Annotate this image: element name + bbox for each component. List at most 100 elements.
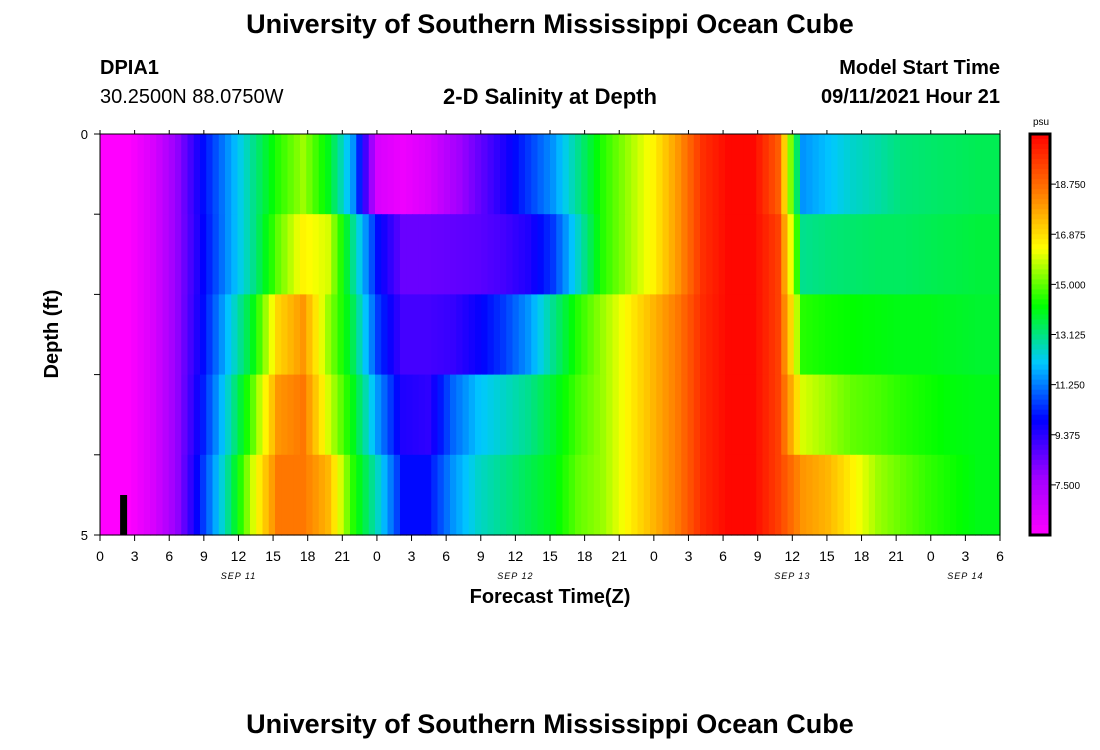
heatmap-cell <box>400 294 407 376</box>
heatmap-cell <box>962 294 970 376</box>
heatmap-cell <box>100 294 107 376</box>
heatmap-cell <box>593 454 601 536</box>
heatmap-cell <box>243 134 251 215</box>
colorbar-cell <box>1030 524 1050 531</box>
heatmap-cell <box>431 374 439 456</box>
heatmap-cell <box>812 374 820 456</box>
heatmap-cell <box>987 134 995 215</box>
heatmap-cell <box>218 214 226 295</box>
heatmap-cell <box>668 454 676 536</box>
heatmap-cell <box>650 454 657 536</box>
heatmap-cell <box>112 454 120 536</box>
colorbar-cell <box>1030 474 1050 481</box>
x-tick-label: 15 <box>542 548 558 564</box>
colorbar-cell <box>1030 409 1050 416</box>
heatmap-cell <box>543 294 551 376</box>
colorbar-cell <box>1030 329 1050 336</box>
heatmap-cell <box>856 294 864 376</box>
heatmap-cell <box>368 374 376 456</box>
heatmap-cell <box>293 294 301 376</box>
heatmap-cell <box>912 454 920 536</box>
heatmap-cell <box>137 374 145 456</box>
heatmap-cell <box>187 214 195 295</box>
heatmap-cell <box>643 454 651 536</box>
model-start-label: Model Start Time <box>839 57 1000 79</box>
heatmap-cell <box>131 134 139 215</box>
heatmap-cell <box>831 134 839 215</box>
heatmap-cell <box>650 374 657 456</box>
heatmap-cell <box>556 374 564 456</box>
heatmap-cell <box>537 374 545 456</box>
colorbar-cell <box>1030 359 1050 366</box>
heatmap-cell <box>100 214 107 295</box>
heatmap-cell <box>937 374 945 456</box>
heatmap-cell <box>350 454 357 536</box>
heatmap-cell <box>381 134 389 215</box>
colorbar-cell <box>1030 509 1050 516</box>
heatmap-cell <box>237 214 245 295</box>
colorbar-cell <box>1030 419 1050 426</box>
heatmap-cell <box>243 214 251 295</box>
heatmap-cell <box>850 374 857 456</box>
heatmap-cell <box>950 214 957 295</box>
heatmap-cell <box>612 294 620 376</box>
heatmap-cell <box>787 214 795 295</box>
heatmap-cell <box>293 134 301 215</box>
heatmap-cell <box>512 134 520 215</box>
heatmap-cell <box>143 374 151 456</box>
heatmap-cell <box>600 454 607 536</box>
heatmap-cell <box>837 454 845 536</box>
colorbar-cell <box>1030 224 1050 230</box>
heatmap-cell <box>800 454 807 536</box>
heatmap-cell <box>912 374 920 456</box>
x-tick-label: 6 <box>719 548 727 564</box>
heatmap-cell <box>187 374 195 456</box>
heatmap-cell <box>443 374 451 456</box>
heatmap-cell <box>275 134 282 215</box>
heatmap-cell <box>225 374 232 456</box>
heatmap-cell <box>281 294 289 376</box>
heatmap-cell <box>906 294 914 376</box>
heatmap-cell <box>637 134 645 215</box>
x-tick-label: 0 <box>373 548 381 564</box>
heatmap-cell <box>100 454 107 536</box>
heatmap-cell <box>806 374 814 456</box>
heatmap-cell <box>412 294 420 376</box>
heatmap-cell <box>818 134 826 215</box>
heatmap-cell <box>456 134 464 215</box>
heatmap-cell <box>762 374 770 456</box>
colorbar-cell <box>1030 324 1050 331</box>
colorbar-cell <box>1030 319 1050 326</box>
heatmap-cell <box>150 294 157 376</box>
colorbar-cell <box>1030 234 1050 240</box>
heatmap-cell <box>662 454 670 536</box>
heatmap-cell <box>412 454 420 536</box>
heatmap-cell <box>431 454 439 536</box>
heatmap-cell <box>237 134 245 215</box>
x-tick-label: 0 <box>96 548 104 564</box>
heatmap-cell <box>737 454 745 536</box>
heatmap-cell <box>118 214 126 295</box>
heatmap-cell <box>112 294 120 376</box>
heatmap-cell <box>225 294 232 376</box>
heatmap-cell <box>393 454 401 536</box>
heatmap-cell <box>581 134 589 215</box>
heatmap-cell <box>662 294 670 376</box>
x-tick-label: 0 <box>650 548 658 564</box>
heatmap-cell <box>562 374 570 456</box>
heatmap-cell <box>800 214 807 295</box>
heatmap-cell <box>475 374 482 456</box>
y-axis-ticks: 05 <box>81 127 100 543</box>
heatmap-cell <box>431 294 439 376</box>
heatmap-cell <box>718 294 726 376</box>
heatmap-cell <box>818 294 826 376</box>
heatmap-cell <box>487 454 495 536</box>
heatmap-cell <box>406 374 414 456</box>
heatmap-cell <box>506 214 514 295</box>
heatmap-cell <box>481 454 489 536</box>
heatmap-cell <box>393 294 401 376</box>
heatmap-cell <box>162 454 170 536</box>
heatmap-cell <box>650 294 657 376</box>
heatmap-cell <box>250 294 257 376</box>
